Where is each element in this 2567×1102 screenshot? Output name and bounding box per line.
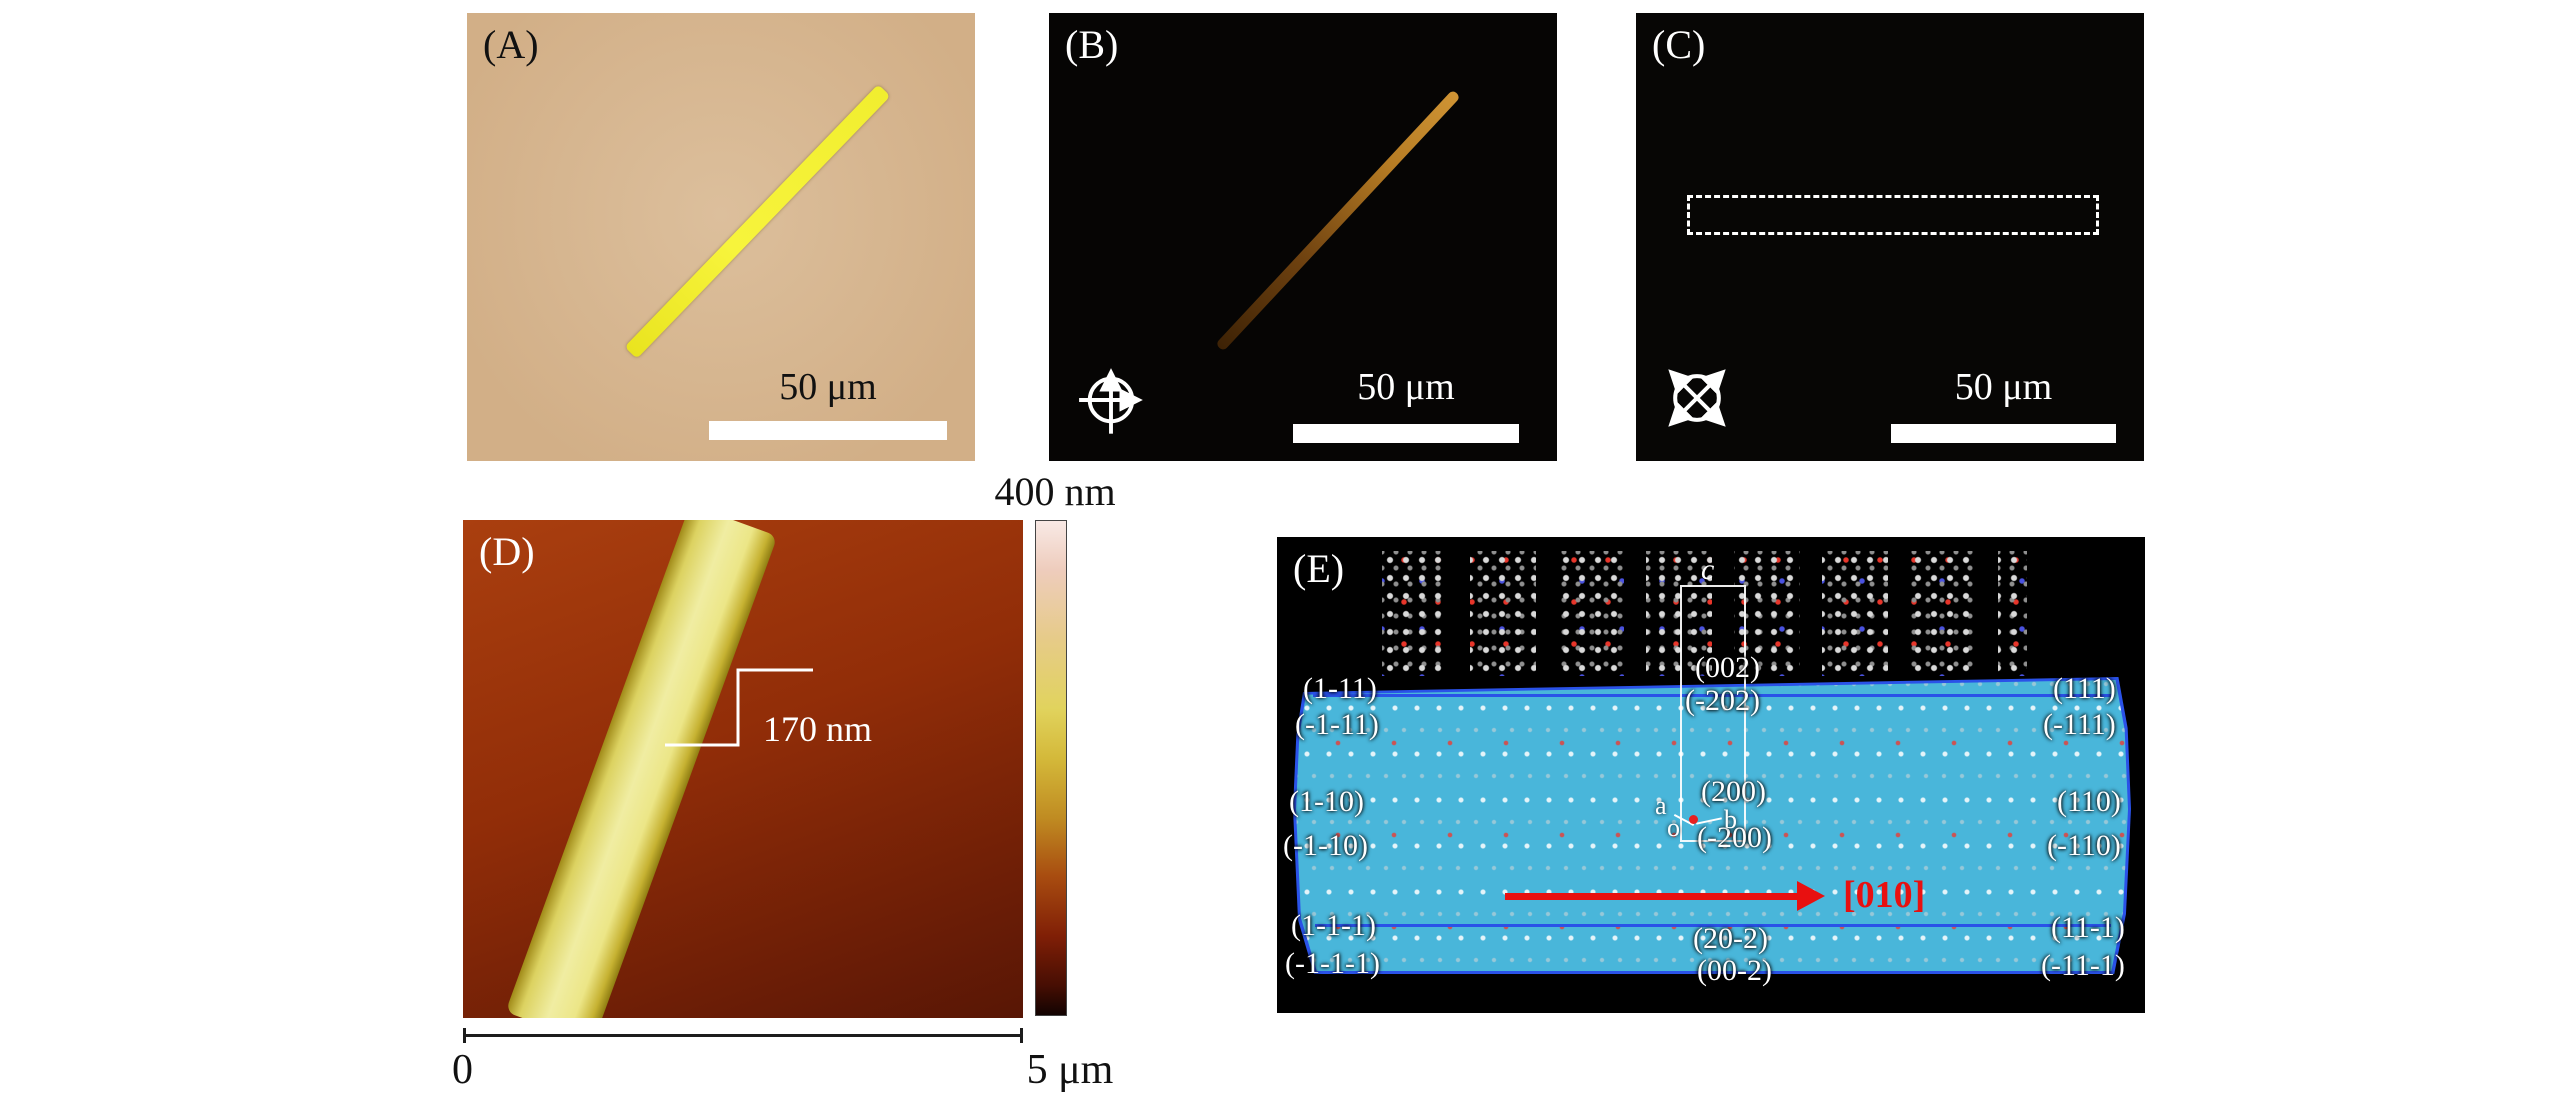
scale-bar-label: 50 μm — [1954, 366, 2053, 408]
afm-height-colorbar — [1035, 520, 1067, 1016]
plane-label: (111) — [2053, 672, 2116, 705]
rod-position-outline — [1687, 195, 2099, 235]
axis-tick-right — [1020, 1028, 1023, 1043]
panel-c-label: (C) — [1652, 22, 1706, 67]
plane-label: (-1-1-1) — [1285, 947, 1380, 980]
plane-label: (200) — [1701, 775, 1766, 808]
step-height-label: 170 nm — [763, 709, 873, 749]
plane-label: (20-2) — [1693, 922, 1768, 955]
scale-bar — [1891, 424, 2116, 443]
plane-label: (002) — [1695, 651, 1760, 684]
afm-x-axis — [463, 1034, 1023, 1037]
molecule-layer — [1382, 551, 2027, 676]
crystal-body — [1296, 679, 2128, 971]
axis-max-label: 5 μm — [1026, 1047, 1114, 1093]
a-axis-label: a — [1655, 791, 1667, 820]
origin-dot — [1689, 815, 1698, 824]
b-axis-label: b — [1724, 805, 1737, 834]
crossed-polarizers-icon — [1079, 368, 1143, 434]
unit-cell-outline — [1680, 585, 1746, 842]
top-facet-edge — [1313, 694, 2113, 697]
panel-a-optical-image: (A) 50 μm — [467, 13, 975, 461]
panel-d-label: (D) — [479, 529, 535, 574]
plane-label: (-1-10) — [1283, 829, 1368, 862]
plane-label: (1-11) — [1303, 672, 1377, 705]
plane-label: (1-1-1) — [1291, 909, 1376, 942]
plane-label: (-110) — [2047, 829, 2121, 862]
plane-label: (-200) — [1697, 821, 1772, 854]
panel-c-polarized-dark-image: (C) 50 μm — [1636, 13, 2144, 461]
panel-d-afm-image: (D) 170 nm — [463, 520, 1023, 1018]
plane-label: (00-2) — [1697, 954, 1772, 987]
scale-bar — [709, 421, 947, 440]
plane-label: (1-10) — [1289, 785, 1364, 818]
panel-b-polarized-image: (B) 50 μm — [1049, 13, 1557, 461]
microrod-polarized — [1215, 89, 1461, 352]
origin-label: o — [1667, 813, 1680, 842]
plane-label: (-202) — [1685, 684, 1760, 717]
panel-e-crystal-diagram: (E) c a o b (1-11) (-1-11) (1-10) (-1-10… — [1277, 537, 2145, 1013]
growth-direction-arrow — [1505, 893, 1801, 900]
axis-tick-left — [463, 1028, 466, 1043]
scale-bar-label: 50 μm — [1357, 366, 1455, 408]
plane-label: (110) — [2057, 785, 2121, 818]
growth-direction-label: [010] — [1843, 874, 1926, 916]
colorbar-max-label: 400 nm — [994, 469, 1116, 514]
step-height-marker — [665, 668, 813, 747]
microrod-afm — [505, 520, 778, 1018]
c-axis-label: c — [1701, 553, 1715, 586]
plane-label: (-1-11) — [1295, 708, 1379, 741]
plane-label: (11-1) — [2051, 911, 2125, 944]
plane-label: (-11-1) — [2041, 949, 2125, 982]
scale-bar — [1293, 424, 1519, 443]
scale-bar-label: 50 μm — [779, 366, 877, 408]
microrod-optical — [624, 84, 891, 359]
plane-label: (-111) — [2043, 708, 2116, 741]
panel-b-label: (B) — [1065, 22, 1119, 67]
axis-min-label: 0 — [452, 1047, 473, 1093]
rotated-polarizers-icon — [1668, 369, 1726, 427]
growth-direction-arrowhead — [1797, 881, 1825, 911]
panel-e-label: (E) — [1293, 546, 1345, 591]
panel-a-label: (A) — [483, 22, 539, 67]
bottom-facet-edge — [1315, 924, 2111, 927]
